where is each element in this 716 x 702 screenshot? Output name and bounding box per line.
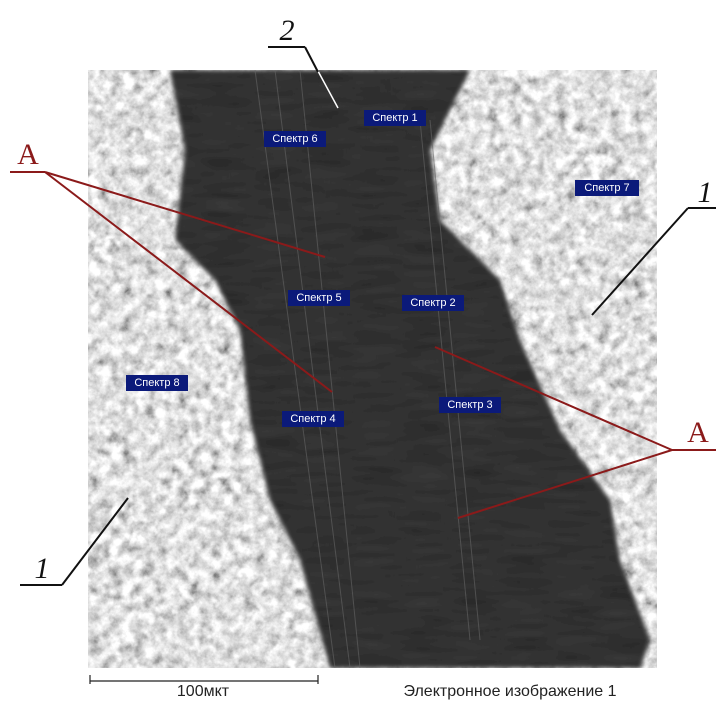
spectrum-label: Спектр 8 [134,377,179,389]
scale-bar-label: 100мкт [177,683,230,700]
spectrum-label: Спектр 6 [272,133,317,145]
sem-image [88,70,657,668]
spectrum-label: Спектр 4 [290,413,335,425]
spectrum-label: Спектр 2 [410,297,455,309]
annotation-label: A [687,416,709,449]
spectrum-label: Спектр 5 [296,292,341,304]
spectrum-label: Спектр 1 [372,112,417,124]
image-caption: Электронное изображение 1 [404,683,617,700]
spectrum-label: Спектр 7 [584,182,629,194]
annotation-label: 2 [280,14,295,47]
annotation-label: 1 [698,176,713,209]
spectrum-label: Спектр 3 [447,399,492,411]
micrograph-figure: Спектр 1 Спектр 2 Спектр 3 Спектр 4 Спек… [0,0,716,702]
annotation-label: A [17,138,39,171]
annotation-label: 1 [35,552,50,585]
